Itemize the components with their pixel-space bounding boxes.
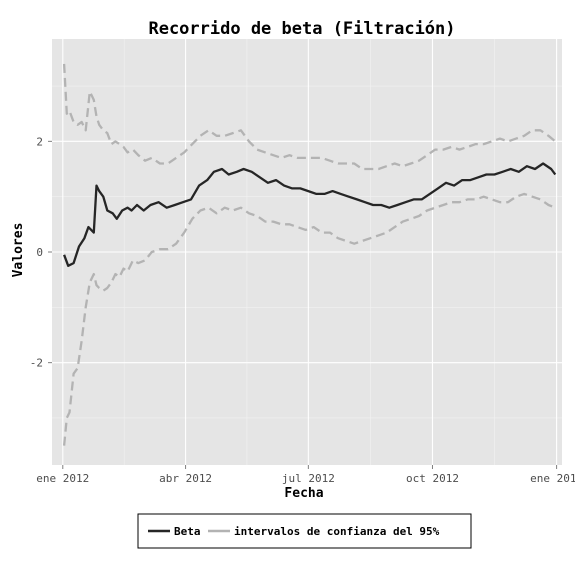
series-line-beta	[63, 162, 557, 267]
series-line-ci-lower	[62, 192, 556, 446]
y-tick-label: 0	[36, 246, 43, 259]
series-line-ci-upper	[62, 63, 557, 171]
x-tick-label: oct 2012	[406, 472, 459, 485]
x-tick-label: abr 2012	[159, 472, 212, 485]
series-layer	[62, 63, 557, 446]
y-tick-label: 2	[36, 135, 43, 148]
x-tick-label: jul 2012	[282, 472, 335, 485]
legend-label-ci: intervalos de confianza del 95%	[234, 525, 440, 538]
x-axis-title: Fecha	[284, 486, 323, 501]
legend-label-beta: Beta	[174, 525, 201, 538]
x-axis: ene 2012 abr 2012 jul 2012 oct 2012 ene 2013	[36, 465, 575, 485]
x-tick-label: ene 2013	[530, 472, 575, 485]
x-tick-label: ene 2012	[36, 472, 89, 485]
y-axis: -2 0 2	[30, 135, 52, 370]
plot-panel	[52, 39, 562, 465]
y-axis-title: Valores	[11, 223, 26, 278]
major-gridlines	[52, 39, 562, 465]
legend-box	[137, 513, 472, 549]
y-tick-label: -2	[30, 357, 43, 370]
legend: Beta intervalos de confianza del 95%	[137, 513, 472, 549]
chart-title: Recorrido de beta (Filtración)	[148, 19, 455, 39]
